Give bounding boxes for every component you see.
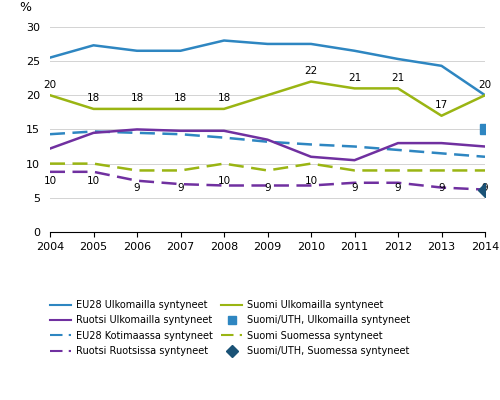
Text: 20: 20: [478, 80, 492, 90]
Legend: EU28 Ulkomailla syntyneet, Ruotsi Ulkomailla syntyneet, EU28 Kotimaassa syntynee: EU28 Ulkomailla syntyneet, Ruotsi Ulkoma…: [46, 296, 414, 360]
Text: 18: 18: [218, 93, 230, 103]
Text: 18: 18: [174, 93, 187, 103]
Text: 21: 21: [392, 73, 404, 83]
Text: 9: 9: [351, 183, 358, 193]
Text: 17: 17: [435, 100, 448, 110]
Text: 9: 9: [264, 183, 271, 193]
Text: 9: 9: [134, 183, 140, 193]
Text: 10: 10: [218, 176, 230, 186]
Text: 20: 20: [44, 80, 57, 90]
Text: 18: 18: [87, 93, 100, 103]
Text: 9: 9: [177, 183, 184, 193]
Text: 10: 10: [44, 176, 57, 186]
Text: 10: 10: [304, 176, 318, 186]
Text: 9: 9: [394, 183, 402, 193]
Text: 21: 21: [348, 73, 361, 83]
Text: %: %: [20, 1, 32, 14]
Text: 10: 10: [87, 176, 100, 186]
Text: 9: 9: [438, 183, 445, 193]
Text: 22: 22: [304, 66, 318, 76]
Text: 18: 18: [130, 93, 143, 103]
Text: 9: 9: [482, 183, 488, 193]
